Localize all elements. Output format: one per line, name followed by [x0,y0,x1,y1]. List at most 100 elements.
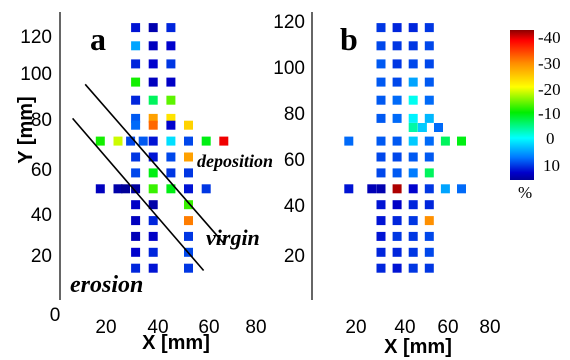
panel-b-cell-4 [376,41,386,51]
panel-b-cell-61 [424,231,434,241]
panel-a-cell-13 [148,95,158,105]
annotation-virgin: virgin [206,225,260,250]
panel-b-ytick-20: 20 [284,246,305,267]
panel-b-cell-2 [408,23,418,33]
panel-b-cell-66 [376,263,386,273]
panel-b-cell-59 [392,231,402,241]
panel-a-cell-45 [184,184,193,194]
panel-a-cell-49 [184,200,193,210]
panel-b-cell-50 [376,200,386,210]
panel-b-xtick-60: 60 [437,317,458,338]
panel-b-cell-31 [424,136,434,146]
panel-b-xtick-20: 20 [345,317,366,338]
panel-a-ytick-80: 80 [31,110,52,131]
panel-a-cell-15 [131,113,141,123]
panel-b-cell-22 [408,113,418,123]
panel-a-ytick-100: 100 [20,64,52,85]
panel-b-cell-54 [376,216,386,226]
panel-b-cell-64 [408,247,418,257]
panel-a-xtick-0: 0 [50,305,61,326]
panel-a-cell-21 [184,120,193,130]
panel-a-cell-23 [113,136,123,146]
panel-b-cell-25 [417,123,427,132]
panel-a-cell-29 [201,136,211,146]
panel-a-cell-25 [138,136,148,146]
panel-a-cell-54 [148,231,158,241]
panel-b-cell-6 [408,41,418,51]
panel-a-cell-26 [148,136,158,146]
panel-a-cell-27 [166,136,176,146]
panel-b-cell-46 [408,184,418,194]
panel-a-cell-16 [148,113,158,123]
panel-a-cell-52 [184,216,193,226]
panel-b-cell-51 [392,200,402,210]
panel-b-cell-49 [457,184,466,194]
panel-b-cell-24 [408,123,418,132]
panel-a-cell-40 [113,184,123,194]
panel-b-cell-11 [424,59,434,69]
panel-b-cell-55 [392,216,402,226]
colorbar-tick-minus20: -20 [538,80,561,99]
panel-b-cell-28 [376,136,386,146]
panel-b-cell-16 [376,95,386,105]
panel-b-cell-65 [424,247,434,257]
panel-b-cell-56 [408,216,418,226]
panel-a-xtick-60: 60 [198,317,219,338]
panel-a-cell-19 [148,120,158,130]
panel-b-cell-45 [392,184,402,194]
panel-b-ytick-60: 60 [284,150,305,171]
panel-b-cell-1 [392,23,402,33]
panel-a-cell-7 [148,59,158,69]
panel-b-cell-8 [376,59,386,69]
panel-b-cell-39 [392,168,402,178]
panel-a-cell-24 [126,136,136,146]
panel-a-cell-11 [166,77,176,87]
panel-b-cell-62 [376,247,386,257]
panel-b-cell-30 [408,136,418,146]
panel-b-cell-38 [376,168,386,178]
panel-a-cell-35 [131,168,141,178]
panel-b-cell-53 [424,200,434,210]
panel-a-cell-55 [184,231,193,241]
panel-a-cell-20 [166,120,176,130]
panel-b-xtick-40: 40 [394,317,415,338]
panel-a-boundary-line-1 [71,117,205,272]
annotation-deposition: deposition [197,151,273,171]
panel-a-label: a [90,21,106,57]
panel-a-y-axis-title: Y [mm] [15,96,37,163]
panel-a-cell-1 [148,23,158,33]
panel-a-cell-59 [131,263,141,273]
panel-a-cell-57 [148,247,158,257]
panel-a-cell-60 [148,263,158,273]
panel-a-cell-6 [131,59,141,69]
panel-b-cell-43 [367,184,377,194]
panel-a-ytick-40: 40 [31,205,52,226]
panel-b-cell-42 [344,184,354,194]
panel-a-cell-61 [184,263,193,273]
colorbar-tick-minus30: -30 [538,54,561,73]
panel-b-cell-37 [424,152,434,162]
panel-a-boundary-line-0 [84,83,225,244]
panel-b-cell-5 [392,41,402,51]
panel-a-cell-31 [131,152,141,162]
panel-a-cell-32 [148,152,158,162]
panel-b-cell-13 [392,77,402,87]
panel-b-cell-35 [392,152,402,162]
panel-a-cell-4 [148,41,158,51]
panel-b-cell-47 [424,184,434,194]
panel-a-cell-56 [131,247,141,257]
panel-b-cell-19 [424,95,434,105]
panel-a-cell-3 [131,41,141,51]
panel-b-cell-15 [424,77,434,87]
panel-b-cell-14 [408,77,418,87]
panel-a-cell-39 [95,184,105,194]
panel-a-x-axis-title: X [mm] [142,332,210,354]
panel-b-cell-29 [392,136,402,146]
panel-b-cell-27 [344,136,354,146]
panel-b-cell-7 [424,41,434,51]
panel-a-cell-42 [131,184,141,194]
panel-b-cell-23 [424,113,434,123]
panel-b-x-axis-title: X [mm] [384,336,452,358]
panel-b-cell-3 [424,23,434,33]
